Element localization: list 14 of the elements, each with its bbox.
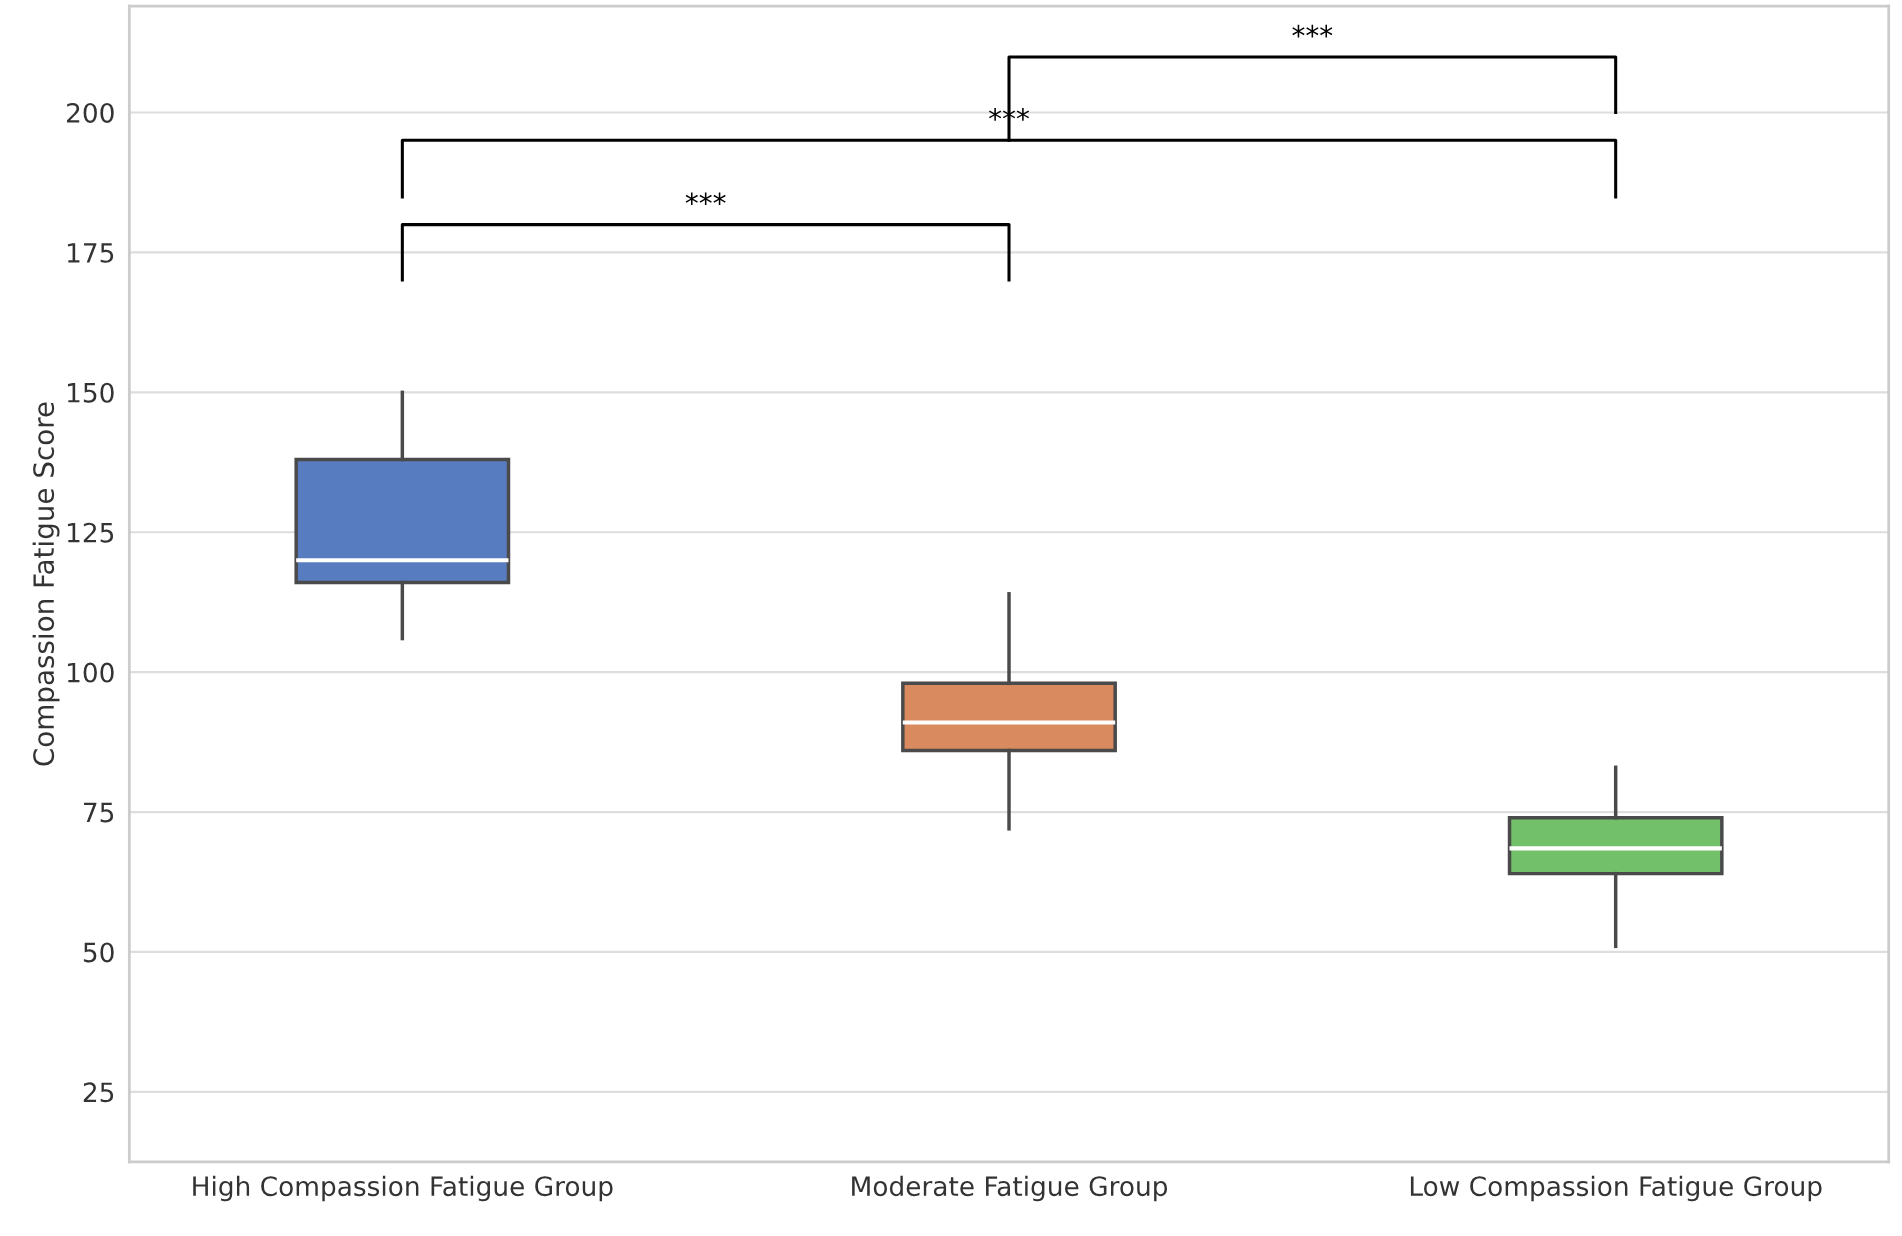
y-tick-label: 150 <box>67 382 114 403</box>
y-tick-label: 175 <box>67 243 114 263</box>
y-axis-title: Compassion Fatigue Score <box>32 402 60 766</box>
annotation: *** <box>685 192 726 206</box>
y-tick-label: 25 <box>83 1082 114 1103</box>
y-tick-label: 50 <box>83 942 114 963</box>
x-tick-label: High Compassion Fatigue Group <box>193 1175 613 1202</box>
annotation: *** <box>1292 24 1333 38</box>
x-tick-label: Low Compassion Fatigue Group <box>1410 1175 1822 1202</box>
y-tick-label: 100 <box>67 662 114 683</box>
y-tick-label: 200 <box>67 102 114 123</box>
y-tick-label: 125 <box>67 522 114 543</box>
y-tick-label: 75 <box>84 802 114 823</box>
x-tick-label: Moderate Fatigue Group <box>852 1175 1168 1202</box>
